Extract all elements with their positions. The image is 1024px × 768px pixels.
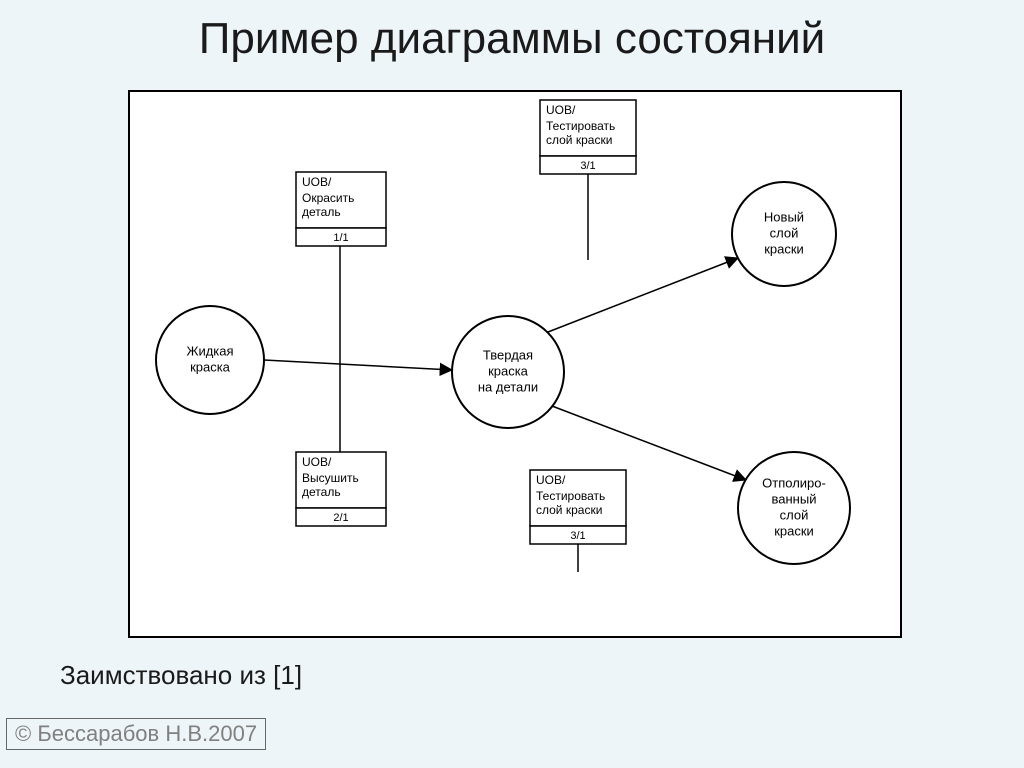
- state-label: Жидкая: [186, 343, 233, 358]
- state-label: Отполиро-: [762, 475, 826, 490]
- uob-head: UOB/: [536, 473, 566, 487]
- slide-title: Пример диаграммы состояний: [0, 14, 1024, 64]
- state-label: на детали: [478, 379, 538, 394]
- edge: [264, 360, 452, 370]
- state-label: краски: [774, 523, 814, 538]
- state-diagram: ЖидкаякраскаТвердаякраскана деталиНовыйс…: [130, 92, 900, 636]
- state-label: слой: [780, 507, 809, 522]
- uob-body-line: деталь: [302, 485, 341, 499]
- edge: [548, 258, 738, 332]
- state-node: Новыйслойкраски: [732, 182, 836, 286]
- state-label: ванный: [772, 491, 817, 506]
- state-label: краска: [190, 359, 231, 374]
- state-label: Новый: [764, 209, 804, 224]
- uob-sub: 3/1: [570, 530, 585, 542]
- slide: Пример диаграммы состояний ЖидкаякраскаТ…: [0, 0, 1024, 768]
- uob-head: UOB/: [302, 175, 332, 189]
- uob-box: UOB/Окраситьдеталь 1/1: [296, 172, 386, 246]
- uob-box: UOB/Высушитьдеталь 2/1: [296, 452, 386, 526]
- uob-body-line: слой краски: [536, 503, 602, 517]
- copyright-footer: © Бессарабов Н.В.2007: [6, 718, 266, 750]
- state-label: Твердая: [483, 347, 533, 362]
- state-label: краска: [488, 363, 529, 378]
- uob-sub: 1/1: [333, 232, 348, 244]
- uob-head: UOB/: [302, 455, 332, 469]
- uob-head: UOB/: [546, 103, 576, 117]
- uob-sub: 3/1: [580, 160, 595, 172]
- uob-body-line: деталь: [302, 205, 341, 219]
- uob-body-line: Высушить: [302, 471, 359, 485]
- source-caption: Заимствовано из [1]: [60, 660, 302, 691]
- uob-sub: 2/1: [333, 512, 348, 524]
- diagram-frame: ЖидкаякраскаТвердаякраскана деталиНовыйс…: [128, 90, 902, 638]
- uob-body-line: Тестировать: [536, 489, 605, 503]
- state-label: слой: [770, 225, 799, 240]
- uob-box: UOB/Тестироватьслой краски 3/1: [540, 100, 636, 174]
- state-label: краски: [764, 241, 804, 256]
- state-node: Жидкаякраска: [156, 306, 264, 414]
- state-node: Отполиро-ванныйслойкраски: [738, 452, 850, 564]
- uob-body-line: слой краски: [546, 133, 612, 147]
- state-node: Твердаякраскана детали: [452, 316, 564, 428]
- uob-body-line: Тестировать: [546, 119, 615, 133]
- uob-body-line: Окрасить: [302, 191, 354, 205]
- edge: [552, 406, 746, 480]
- uob-box: UOB/Тестироватьслой краски 3/1: [530, 470, 626, 544]
